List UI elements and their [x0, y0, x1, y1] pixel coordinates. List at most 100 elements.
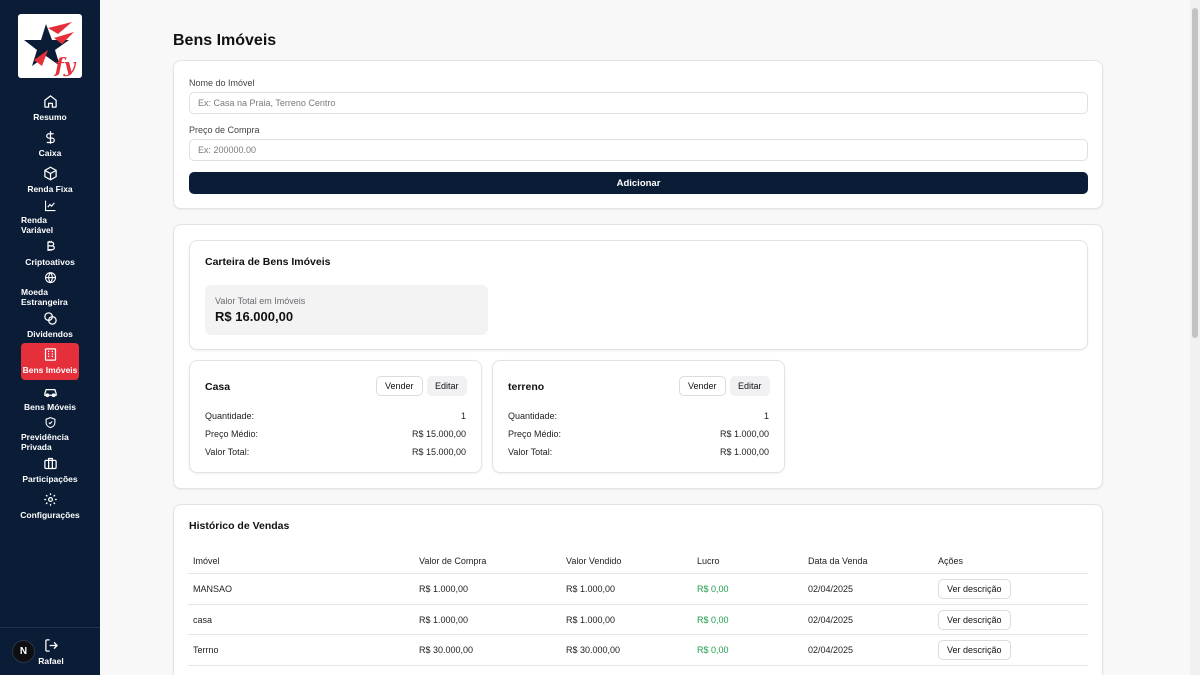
car-icon — [43, 388, 57, 397]
add-property-card: Nome do Imóvel Preço de Compra Adicionar — [173, 60, 1103, 209]
shield-icon — [45, 416, 55, 428]
box-icon — [43, 167, 57, 181]
asset-name: terreno — [508, 381, 545, 393]
column-header: Valor de Compra — [419, 556, 487, 566]
purchase-price-input[interactable] — [189, 139, 1088, 161]
page-title: Bens Imóveis — [173, 32, 277, 49]
sidebar-item-label: Bens Móveis — [24, 401, 76, 412]
portfolio-card: Carteira de Bens Imóveis Valor Total em … — [173, 224, 1103, 489]
sidebar: fy Resumo Caixa Renda Fixa Renda Variáve… — [0, 0, 100, 675]
column-header: Data da Venda — [808, 556, 868, 566]
dollar-icon — [45, 131, 55, 145]
sidebar-item-moeda-estrangeira[interactable]: Moeda Estrangeira — [21, 271, 79, 307]
logo-text: fy — [53, 53, 77, 77]
gear-icon — [43, 493, 57, 506]
total-value: R$ 15.000,00 — [411, 447, 466, 457]
row-sale-date: 02/04/2025 — [808, 645, 854, 655]
view-description-button[interactable]: Ver descrição — [938, 640, 1011, 660]
sidebar-item-criptoativos[interactable]: Criptoativos — [21, 235, 79, 271]
scrollbar-thumb[interactable] — [1192, 8, 1198, 338]
sidebar-item-label: Caixa — [38, 148, 62, 159]
sidebar-item-label: Dividendos — [27, 329, 73, 340]
row-sold-value: R$ 1.000,00 — [566, 615, 616, 625]
sidebar-item-label: Configurações — [20, 510, 80, 521]
home-icon — [43, 95, 57, 108]
sidebar-item-caixa[interactable]: Caixa — [21, 126, 79, 162]
average-price-value: R$ 15.000,00 — [411, 429, 466, 439]
quantity-value: 1 — [460, 411, 466, 421]
add-button[interactable]: Adicionar — [189, 172, 1088, 194]
table-divider — [188, 634, 1088, 635]
sell-button[interactable]: Vender — [679, 376, 726, 396]
app-logo[interactable]: fy — [18, 14, 82, 78]
row-purchase-value: R$ 30.000,00 — [419, 645, 474, 655]
row-purchase-value: R$ 1.000,00 — [419, 584, 469, 594]
sidebar-item-participacoes[interactable]: Participações — [21, 452, 79, 488]
view-description-button[interactable]: Ver descrição — [938, 610, 1011, 630]
row-sale-date: 02/04/2025 — [808, 584, 854, 594]
view-description-button[interactable]: Ver descrição — [938, 579, 1011, 599]
sidebar-item-bens-imoveis[interactable]: Bens Imóveis — [21, 343, 79, 380]
sidebar-item-label: Renda Variável — [21, 214, 54, 235]
edit-button[interactable]: Editar — [427, 376, 467, 396]
star-logo-icon: fy — [24, 22, 77, 77]
row-purchase-value: R$ 1.000,00 — [419, 615, 469, 625]
quantity-label: Quantidade: — [205, 411, 255, 421]
row-profit: R$ 0,00 — [697, 645, 729, 655]
coins-icon — [43, 312, 57, 325]
portfolio-title: Carteira de Bens Imóveis — [205, 256, 331, 268]
sell-button[interactable]: Vender — [376, 376, 423, 396]
row-property: MANSAO — [193, 584, 233, 594]
quantity-label: Quantidade: — [508, 411, 558, 421]
sidebar-item-label: Moeda Estrangeira — [21, 287, 68, 308]
row-property: casa — [193, 615, 213, 625]
page-scrollbar[interactable] — [1190, 0, 1200, 675]
sidebar-item-renda-fixa[interactable]: Renda Fixa — [21, 162, 79, 198]
sidebar-item-previdencia-privada[interactable]: Previdência Privada — [21, 416, 79, 452]
total-value-box: Valor Total em Imóveis R$ 16.000,00 — [205, 285, 488, 335]
property-name-input[interactable] — [189, 92, 1088, 114]
sidebar-item-resumo[interactable]: Resumo — [21, 90, 79, 126]
sidebar-divider — [0, 627, 100, 628]
sidebar-item-label: Participações — [22, 473, 78, 484]
bitcoin-icon — [46, 240, 55, 251]
average-price-label: Preço Médio: — [508, 429, 562, 439]
sidebar-item-dividendos[interactable]: Dividendos — [21, 307, 79, 343]
logout-button[interactable]: Rafael — [36, 638, 66, 666]
sidebar-item-renda-variavel[interactable]: Renda Variável — [21, 199, 79, 235]
user-name: Rafael — [38, 656, 64, 666]
edit-button[interactable]: Editar — [730, 376, 770, 396]
table-divider — [188, 573, 1088, 574]
briefcase-icon — [43, 457, 57, 470]
property-name-label: Nome do Imóvel — [189, 78, 255, 88]
asset-name: Casa — [205, 381, 231, 393]
row-sold-value: R$ 30.000,00 — [566, 645, 621, 655]
table-divider — [188, 604, 1088, 605]
quantity-value: 1 — [763, 411, 769, 421]
sidebar-item-label: Resumo — [33, 112, 67, 123]
purchase-price-label: Preço de Compra — [189, 125, 260, 135]
building-icon — [44, 348, 56, 362]
column-header: Ações — [938, 556, 964, 566]
row-profit: R$ 0,00 — [697, 584, 729, 594]
total-label: Valor Total: — [508, 447, 553, 457]
globe-icon — [44, 272, 56, 284]
sidebar-item-label: Renda Fixa — [27, 184, 73, 195]
row-property: Terrno — [193, 645, 219, 655]
sidebar-nav: Resumo Caixa Renda Fixa Renda Variável C… — [0, 90, 100, 524]
column-header: Imóvel — [193, 556, 220, 566]
sidebar-item-configuracoes[interactable]: Configurações — [20, 488, 80, 524]
sidebar-item-label: Previdência Privada — [21, 431, 69, 452]
column-header: Lucro — [697, 556, 720, 566]
average-price-label: Preço Médio: — [205, 429, 259, 439]
total-value: R$ 1.000,00 — [719, 447, 769, 457]
sidebar-item-label: Criptoativos — [25, 256, 75, 267]
average-price-value: R$ 1.000,00 — [719, 429, 769, 439]
row-sale-date: 02/04/2025 — [808, 615, 854, 625]
sidebar-item-bens-moveis[interactable]: Bens Móveis — [21, 380, 79, 416]
asset-card: Casa Vender Editar Quantidade: 1 Preço M… — [189, 360, 482, 473]
sales-history-title: Histórico de Vendas — [189, 520, 290, 532]
asset-card: terreno Vender Editar Quantidade: 1 Preç… — [492, 360, 785, 473]
table-divider — [188, 665, 1088, 666]
avatar[interactable]: N — [12, 640, 35, 663]
